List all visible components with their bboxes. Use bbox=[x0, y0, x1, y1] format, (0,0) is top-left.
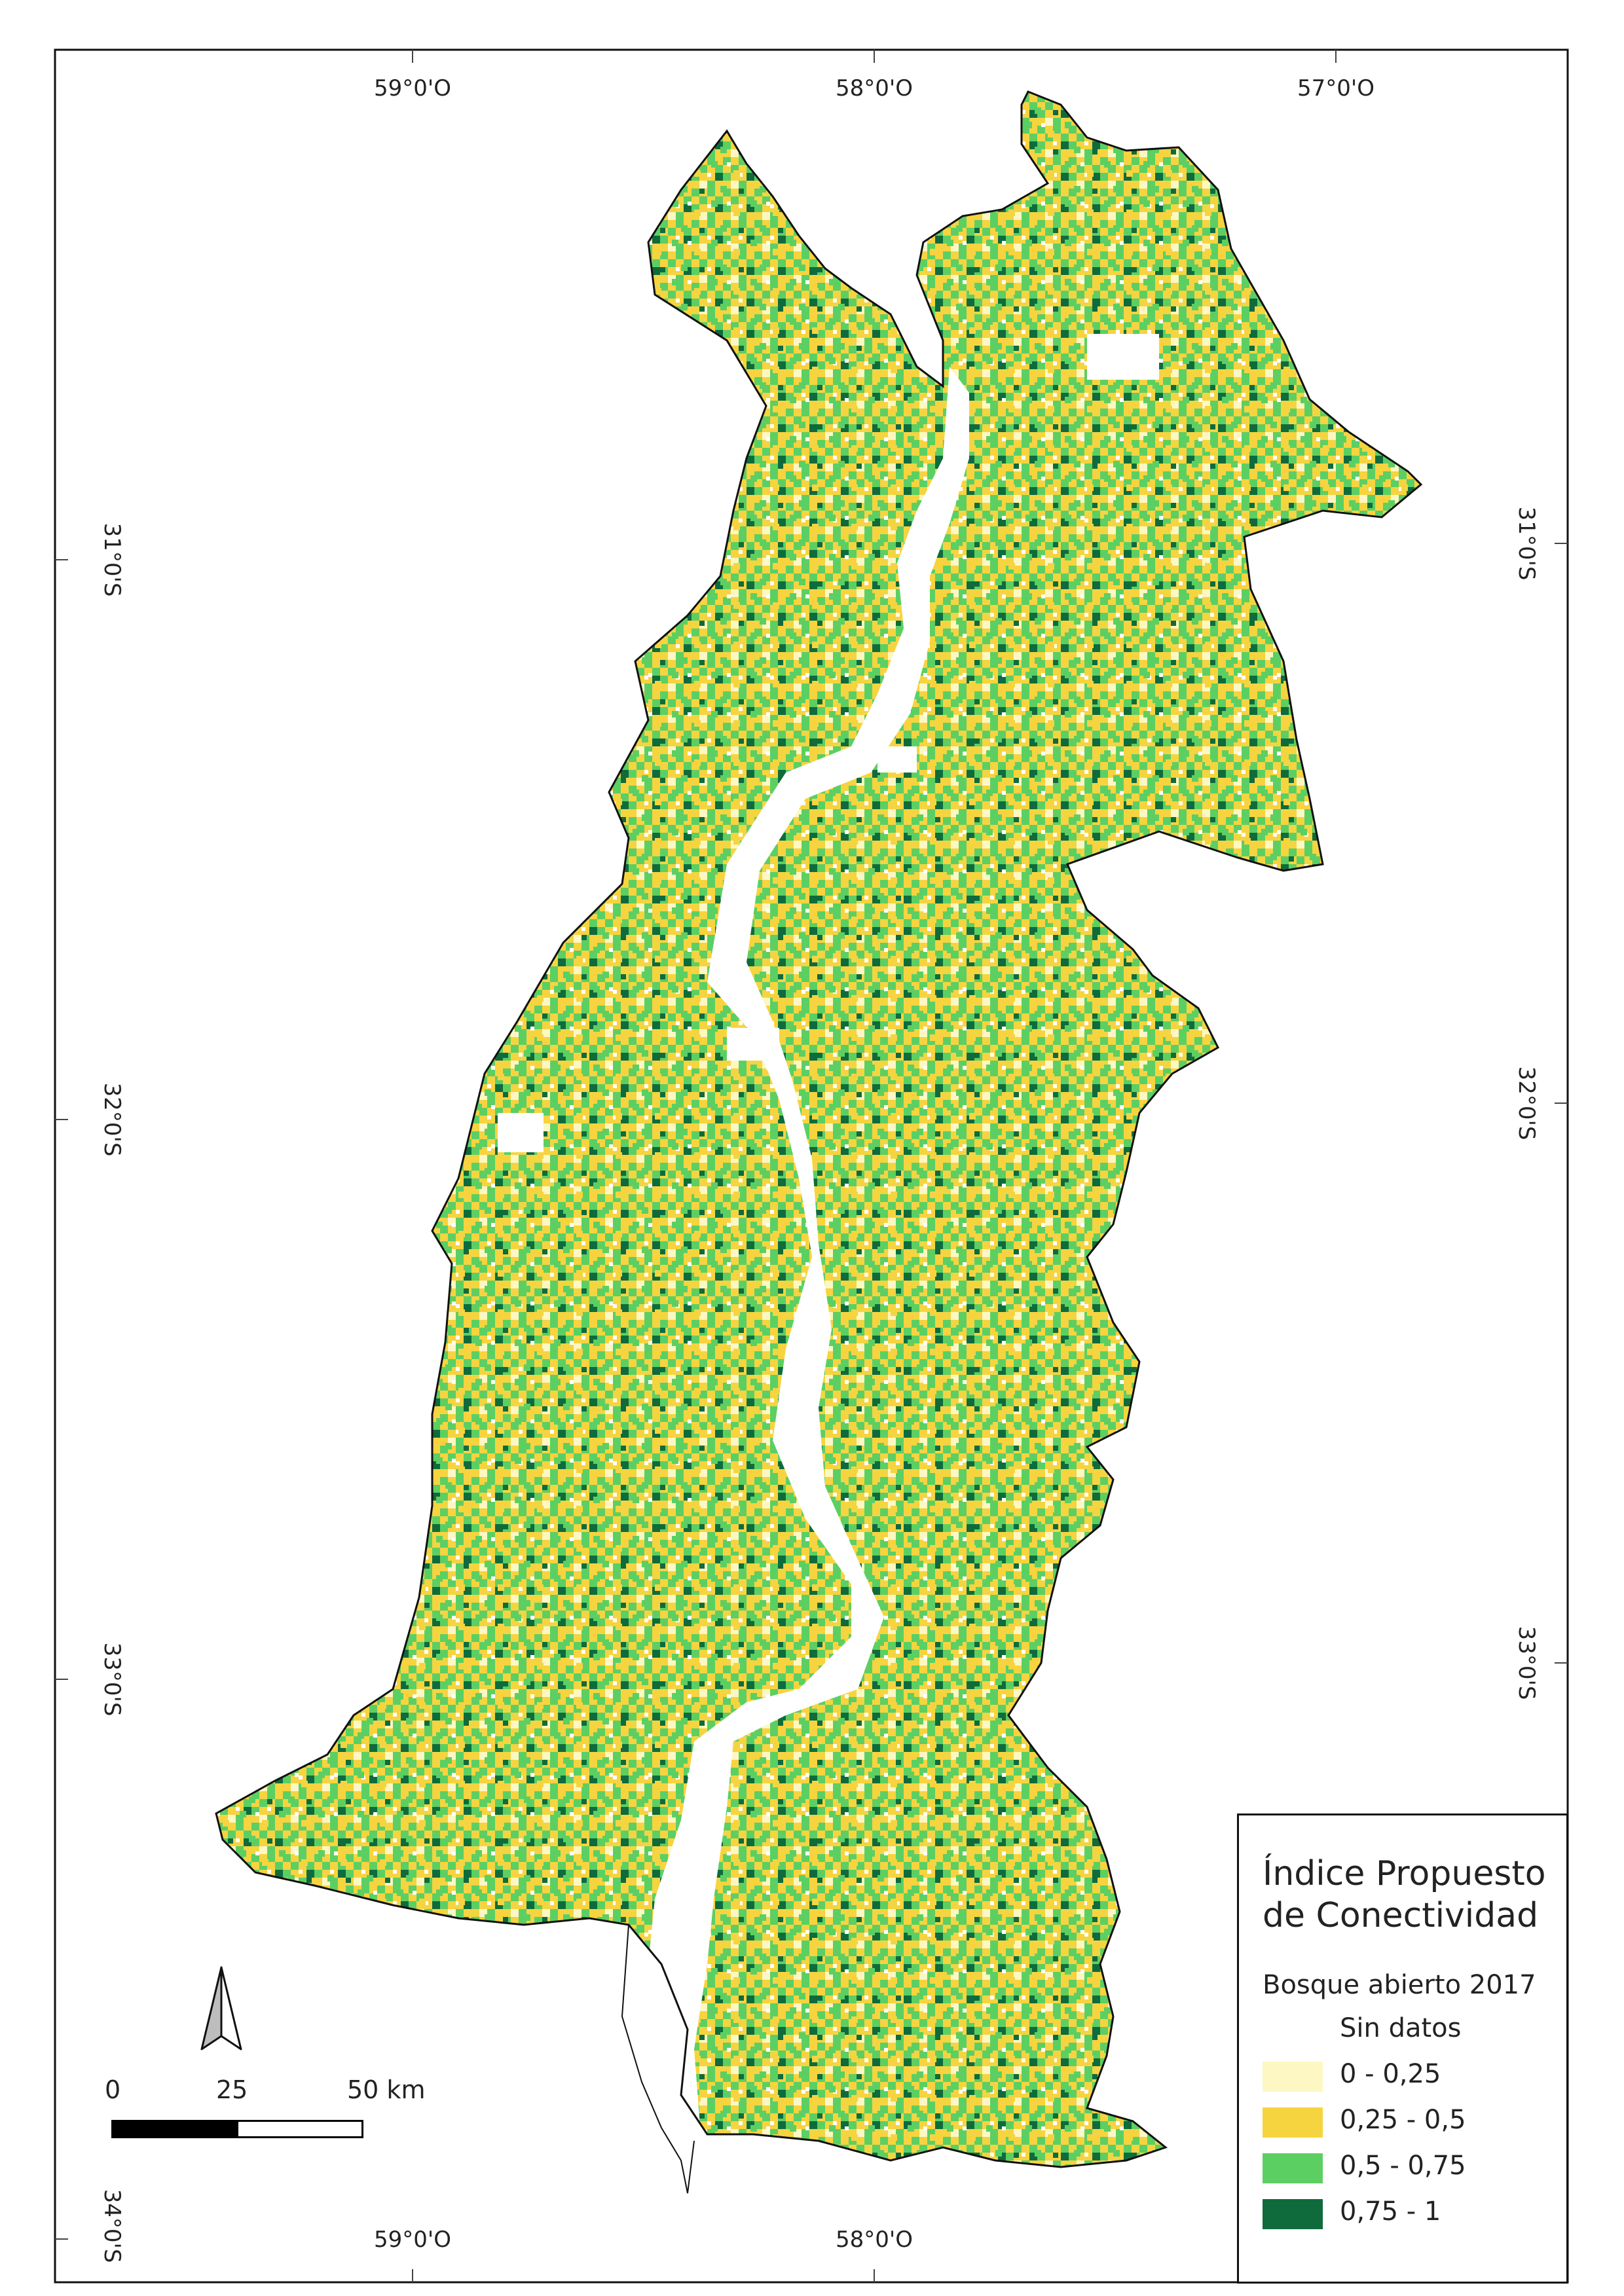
top-lon-label-1: 59°0'O bbox=[374, 75, 451, 101]
top-lon-label-3: 57°0'O bbox=[1297, 75, 1375, 101]
bottom-lon-label-1: 59°0'O bbox=[374, 2227, 451, 2253]
river-outline bbox=[621, 1924, 695, 2194]
legend-label: 0,5 - 0,75 bbox=[1340, 2151, 1466, 2181]
legend-label: 0,75 - 1 bbox=[1340, 2196, 1441, 2227]
scale-segment-black bbox=[111, 2120, 238, 2138]
legend-item-0-025: 0 - 0,25 bbox=[1263, 2058, 1564, 2094]
scale-segment-white bbox=[236, 2120, 363, 2138]
scale-bar: 0 25 50 km bbox=[98, 2075, 425, 2154]
bottom-lon-label-2: 58°0'O bbox=[836, 2227, 913, 2253]
map-border bbox=[54, 48, 1569, 2284]
right-lat-label-2: 32°0'S bbox=[1513, 1066, 1540, 1140]
legend-swatch bbox=[1263, 2016, 1323, 2046]
legend-swatch bbox=[1263, 2107, 1323, 2138]
legend-swatch bbox=[1263, 2153, 1323, 2183]
legend-title-line1: Índice Propuesto bbox=[1263, 1854, 1546, 1893]
right-lat-label-3: 33°0'S bbox=[1513, 1626, 1540, 1700]
scale-label-25: 25 bbox=[216, 2075, 248, 2104]
legend-swatch bbox=[1263, 2199, 1323, 2229]
legend-item-075-1: 0,75 - 1 bbox=[1263, 2195, 1564, 2232]
legend-label: Sin datos bbox=[1340, 2013, 1462, 2043]
legend-item-05-075: 0,5 - 0,75 bbox=[1263, 2149, 1564, 2186]
legend-subtitle: Bosque abierto 2017 bbox=[1263, 1970, 1536, 2000]
scale-label-0: 0 bbox=[105, 2075, 121, 2104]
legend-label: 0 - 0,25 bbox=[1340, 2059, 1441, 2089]
scale-label-50: 50 km bbox=[347, 2075, 426, 2104]
right-lat-label-1: 31°0'S bbox=[1513, 507, 1540, 581]
left-lat-label-3: 33°0'S bbox=[99, 1643, 125, 1717]
legend-item-sin-datos: Sin datos bbox=[1263, 2012, 1564, 2049]
left-lat-label-4: 34°0'S bbox=[99, 2189, 125, 2263]
legend: Índice Propuesto de Conectividad Bosque … bbox=[1237, 1813, 1568, 2284]
legend-label: 0,25 - 0,5 bbox=[1340, 2105, 1466, 2135]
graticule bbox=[55, 50, 1568, 2282]
left-lat-label-1: 31°0'S bbox=[99, 523, 125, 597]
left-lat-label-2: 32°0'S bbox=[99, 1083, 125, 1157]
north-arrow-icon bbox=[200, 1966, 242, 2050]
legend-swatch bbox=[1263, 2062, 1323, 2092]
legend-title-line2: de Conectividad bbox=[1263, 1896, 1539, 1935]
top-lon-label-2: 58°0'O bbox=[836, 75, 913, 101]
river-no-data-area bbox=[648, 367, 969, 2134]
legend-item-025-05: 0,25 - 0,5 bbox=[1263, 2104, 1564, 2140]
